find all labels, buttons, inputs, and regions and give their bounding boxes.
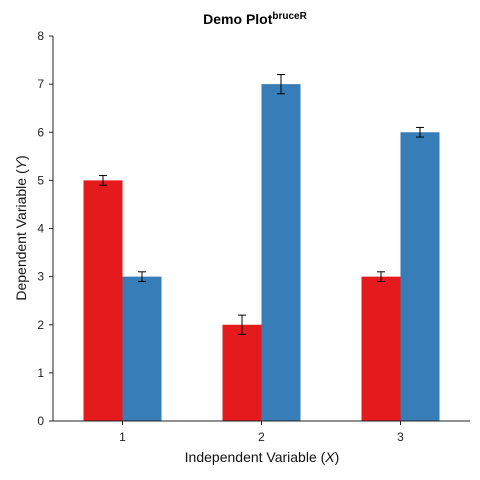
y-axis-title: Dependent Variable (Y) bbox=[13, 155, 29, 300]
y-tick-label: 5 bbox=[37, 173, 44, 187]
chart-title: Demo PlotbruceR bbox=[203, 11, 307, 27]
error-bar-series-1-cat-1 bbox=[99, 175, 107, 186]
y-axis-ticks: 0 1 2 3 4 5 6 7 8 bbox=[37, 29, 53, 428]
error-bars bbox=[99, 74, 424, 335]
error-bar-series-1-cat-2 bbox=[238, 314, 246, 335]
bar-series-2-cat-3 bbox=[400, 132, 440, 421]
bar-series-1-cat-1 bbox=[83, 180, 123, 421]
x-axis-title-italic: X bbox=[324, 449, 335, 465]
y-tick-label: 0 bbox=[37, 414, 44, 428]
y-tick-label: 7 bbox=[37, 77, 44, 91]
chart-title-main: Demo Plot bbox=[203, 11, 273, 27]
bars bbox=[83, 84, 440, 421]
y-axis-title-prefix: Dependent Variable ( bbox=[13, 169, 29, 301]
bar-series-1-cat-3 bbox=[361, 276, 401, 421]
y-tick-label: 3 bbox=[37, 270, 44, 284]
bar-series-1-cat-2 bbox=[222, 324, 262, 421]
y-tick-label: 1 bbox=[37, 366, 44, 380]
error-bar-series-1-cat-3 bbox=[377, 271, 385, 282]
error-bar-series-2-cat-1 bbox=[138, 271, 146, 282]
y-axis-title-suffix: ) bbox=[13, 155, 29, 160]
y-tick-label: 6 bbox=[37, 125, 44, 139]
y-axis-title-italic: Y bbox=[13, 158, 29, 169]
y-tick-label: 8 bbox=[37, 29, 44, 43]
y-tick-label: 4 bbox=[37, 222, 44, 236]
error-bar-series-2-cat-3 bbox=[416, 126, 424, 138]
error-bar-series-2-cat-2 bbox=[277, 74, 285, 95]
bar-series-2-cat-1 bbox=[122, 276, 162, 421]
x-tick-label: 1 bbox=[119, 430, 126, 444]
x-tick-label: 3 bbox=[397, 430, 404, 444]
x-axis-title-prefix: Independent Variable ( bbox=[185, 449, 326, 465]
x-axis-title-suffix: ) bbox=[335, 449, 340, 465]
chart-title-superscript: bruceR bbox=[272, 11, 307, 22]
x-axis-title: Independent Variable (X) bbox=[185, 449, 340, 465]
x-tick-label: 2 bbox=[258, 430, 265, 444]
x-axis-ticks: 1 2 3 bbox=[119, 421, 404, 444]
bar-series-2-cat-2 bbox=[261, 84, 301, 421]
y-tick-label: 2 bbox=[37, 318, 44, 332]
